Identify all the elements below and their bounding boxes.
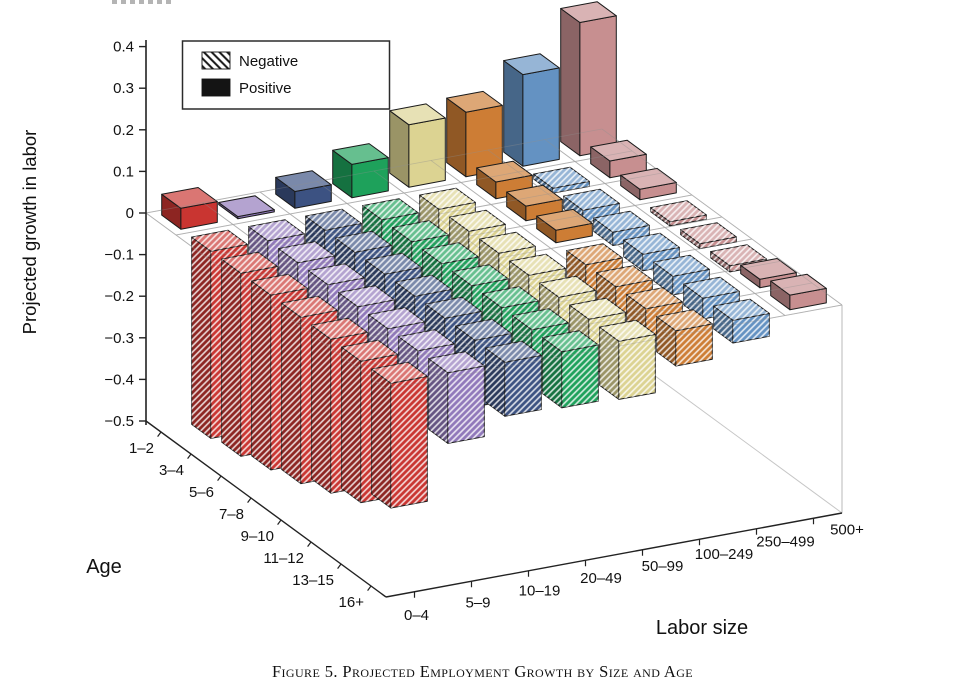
svg-text:100–249: 100–249 bbox=[695, 546, 753, 563]
svg-text:5–9: 5–9 bbox=[465, 595, 490, 612]
labor-size-axis-title: Labor size bbox=[656, 617, 748, 639]
svg-text:5–6: 5–6 bbox=[189, 484, 214, 501]
bar-500+-age-16+ bbox=[770, 273, 827, 311]
bar-50–99-age-16+ bbox=[599, 319, 656, 400]
bar-100–249-age-7–8 bbox=[536, 208, 593, 244]
bar-0–4-age-16+ bbox=[371, 361, 428, 509]
bar-500+-age-9–10 bbox=[680, 222, 737, 250]
svg-text:0.3: 0.3 bbox=[113, 80, 134, 97]
bar-50–99-age-1–2 bbox=[389, 103, 446, 188]
svg-text:0.2: 0.2 bbox=[113, 122, 134, 139]
bar-500+-age-13–15 bbox=[740, 258, 797, 289]
bar-20–49-age-1–2 bbox=[332, 143, 389, 199]
svg-text:−0.2: −0.2 bbox=[104, 288, 134, 305]
y-axis: 0.4 0.3 0.2 0.1 0 −0.1 −0.2 −0.3 −0.4 −0.5 Project… bbox=[19, 39, 147, 430]
zero-plane-grid-overlay bbox=[145, 128, 843, 390]
bar-250–499-age-11–12 bbox=[653, 254, 710, 296]
svg-text:500+: 500+ bbox=[830, 521, 864, 538]
svg-text:3–4: 3–4 bbox=[159, 462, 184, 479]
figure-caption: Figure 5. Projected Employment Growth by… bbox=[271, 662, 694, 681]
3d-bar-chart: 0.4 0.3 0.2 0.1 0 −0.1 −0.2 −0.3 −0.4 −0.5 Project… bbox=[19, 1, 864, 639]
bar-250–499-age-7–8 bbox=[593, 210, 650, 246]
bar-5–9-age-1–2 bbox=[218, 195, 275, 220]
svg-text:10–19: 10–19 bbox=[519, 582, 561, 599]
age-axis: 1–2 3–4 5–6 7–8 9–10 11–12 13–15 16+ Age bbox=[86, 420, 387, 611]
svg-text:−0.4: −0.4 bbox=[104, 371, 134, 388]
svg-text:7–8: 7–8 bbox=[219, 506, 244, 523]
age-axis-title: Age bbox=[86, 556, 122, 578]
bar-250–499-age-3–4 bbox=[533, 166, 590, 194]
cropped-text-fragment bbox=[112, 0, 174, 4]
legend: Negative Positive bbox=[181, 40, 391, 110]
bar-250–499-age-1–2 bbox=[503, 53, 560, 167]
svg-text:50–99: 50–99 bbox=[642, 558, 684, 575]
svg-text:16+: 16+ bbox=[339, 594, 365, 611]
bar-100–249-age-16+ bbox=[656, 309, 713, 367]
legend-negative-swatch bbox=[201, 51, 231, 70]
bar-20–49-age-16+ bbox=[542, 330, 599, 409]
y-axis-title: Projected growth in labor bbox=[19, 130, 40, 335]
bars bbox=[161, 1, 827, 509]
bar-10–19-age-1–2 bbox=[275, 170, 332, 209]
legend-positive-swatch bbox=[201, 78, 231, 97]
svg-text:0.4: 0.4 bbox=[113, 39, 134, 56]
bar-500+-age-1–2 bbox=[560, 1, 617, 157]
svg-text:0–4: 0–4 bbox=[404, 607, 429, 624]
svg-text:13–15: 13–15 bbox=[292, 572, 334, 589]
bar-100–249-age-3–4 bbox=[476, 160, 533, 200]
bar-500+-age-3–4 bbox=[590, 139, 647, 179]
svg-text:20–49: 20–49 bbox=[580, 570, 622, 587]
svg-text:1–2: 1–2 bbox=[129, 440, 154, 457]
bar-0–4-age-1–2 bbox=[161, 187, 218, 230]
legend-positive-label: Positive bbox=[239, 80, 292, 97]
svg-text:−0.3: −0.3 bbox=[104, 330, 134, 347]
bar-500+-age-7–8 bbox=[650, 200, 707, 227]
svg-text:9–10: 9–10 bbox=[241, 528, 274, 545]
svg-text:0: 0 bbox=[126, 205, 134, 222]
bar-250–499-age-5–6 bbox=[563, 188, 620, 224]
bar-500+-age-5–6 bbox=[620, 167, 677, 201]
svg-text:11–12: 11–12 bbox=[263, 550, 304, 567]
svg-text:250–499: 250–499 bbox=[756, 534, 814, 551]
svg-text:−0.5: −0.5 bbox=[104, 413, 134, 430]
svg-text:−0.1: −0.1 bbox=[104, 247, 134, 264]
bar-5–9-age-16+ bbox=[428, 351, 485, 444]
legend-negative-label: Negative bbox=[239, 53, 298, 70]
bar-100–249-age-1–2 bbox=[446, 90, 503, 178]
bar-10–19-age-16+ bbox=[485, 340, 542, 417]
svg-text:0.1: 0.1 bbox=[113, 163, 134, 180]
bar-250–499-age-16+ bbox=[713, 298, 770, 344]
